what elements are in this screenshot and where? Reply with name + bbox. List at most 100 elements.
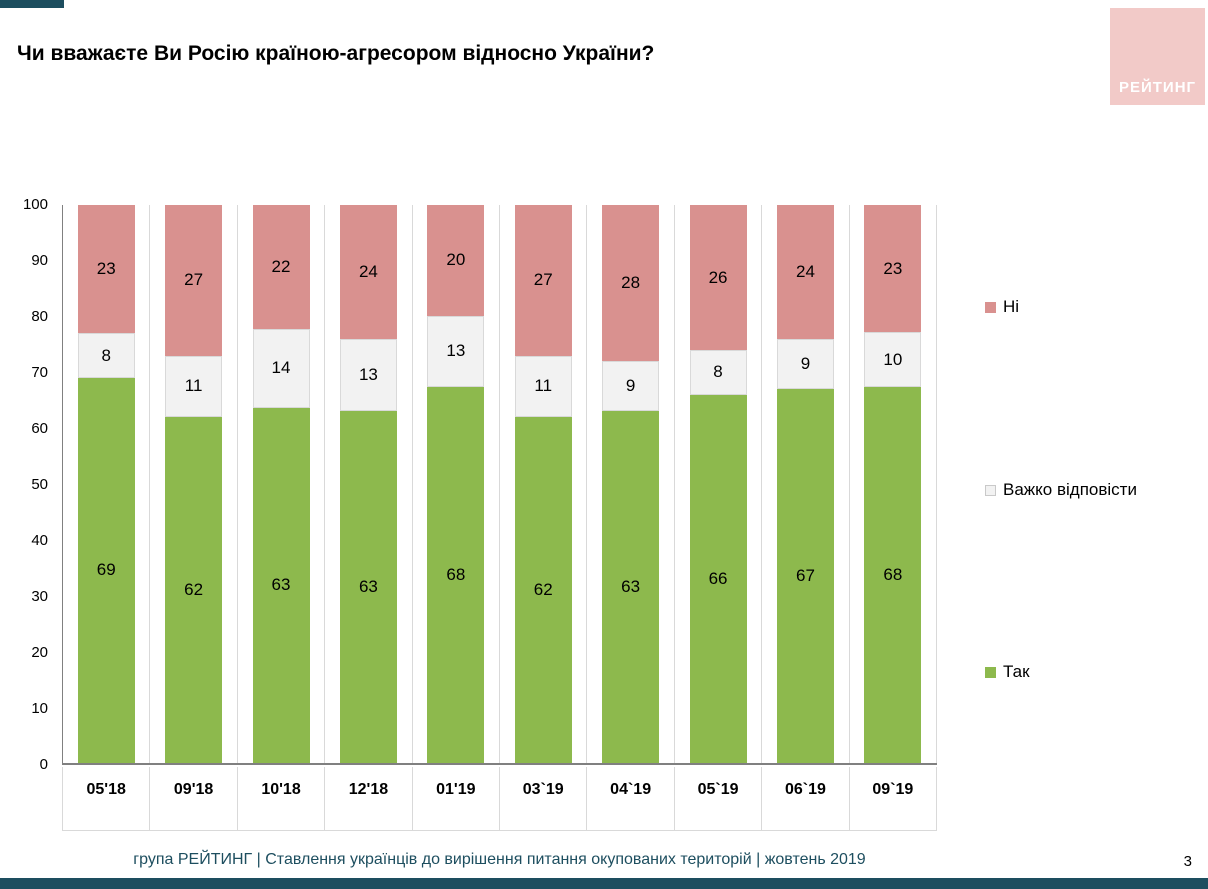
segment-value-label: 63 [621, 577, 641, 597]
segment-value-label: 67 [795, 566, 815, 586]
legend: Ні Важко відповісти Так [985, 205, 1205, 765]
y-tick-label: 30 [31, 588, 48, 605]
x-axis-label: 05`19 [675, 767, 763, 830]
bar-column: 67 9 24 [762, 205, 850, 763]
segment-neutral: 8 [689, 350, 747, 395]
segment-ni: 26 [689, 205, 747, 351]
segment-ni: 20 [427, 205, 485, 316]
bottom-accent-bar [0, 878, 1208, 889]
x-axis-label: 09`19 [850, 767, 938, 830]
segment-ni: 23 [77, 205, 135, 334]
segment-value-label: 13 [358, 365, 378, 385]
bar-column: 68 10 23 [850, 205, 938, 763]
segment-neutral: 9 [776, 338, 834, 390]
segment-neutral: 8 [77, 333, 135, 378]
page-title: Чи вважаєте Ви Росію країною-агресором в… [17, 42, 655, 65]
bar-column: 62 11 27 [150, 205, 238, 763]
segment-tak: 62 [165, 417, 223, 763]
y-tick-label: 90 [31, 252, 48, 269]
stacked-bar: 67 9 24 [776, 205, 834, 763]
bar-column: 63 13 24 [325, 205, 413, 763]
legend-label-tak: Так [1003, 662, 1030, 681]
segment-value-label: 63 [271, 575, 291, 595]
segment-value-label: 20 [446, 250, 466, 270]
y-tick-label: 10 [31, 700, 48, 717]
segment-ni: 23 [864, 205, 922, 333]
segment-neutral: 13 [339, 338, 397, 412]
y-tick-label: 80 [31, 308, 48, 325]
segment-value-label: 68 [446, 565, 466, 585]
segment-value-label: 68 [883, 565, 903, 585]
x-axis-label: 06`19 [762, 767, 850, 830]
segment-ni: 24 [776, 205, 834, 339]
stacked-bar: 66 8 26 [689, 205, 747, 763]
segment-value-label: 66 [708, 568, 728, 588]
segment-ni: 22 [252, 205, 310, 330]
rating-group-logo: РЕЙТИНГ [1110, 8, 1205, 105]
segment-value-label: 11 [534, 376, 553, 396]
segment-tak: 66 [689, 394, 747, 763]
segment-value-label: 28 [621, 273, 641, 293]
x-axis-label: 01'19 [413, 767, 501, 830]
bar-column: 69 8 23 [63, 205, 151, 763]
segment-value-label: 11 [184, 376, 203, 396]
segment-value-label: 9 [625, 376, 636, 396]
segment-tak: 68 [864, 387, 922, 763]
bar-column: 68 13 20 [413, 205, 501, 763]
stacked-bar: 68 10 23 [864, 205, 922, 763]
stacked-bar: 62 11 27 [165, 205, 223, 763]
segment-value-label: 23 [883, 258, 903, 278]
segment-value-label: 63 [358, 577, 378, 597]
legend-swatch-ni [985, 301, 996, 313]
stacked-bar: 63 14 22 [252, 205, 310, 763]
segment-tak: 69 [77, 377, 135, 763]
segment-neutral: 13 [427, 315, 485, 388]
legend-item-tak: Так [985, 662, 1030, 682]
segment-neutral: 9 [602, 361, 660, 412]
segment-value-label: 69 [96, 560, 116, 580]
bar-column: 62 11 27 [500, 205, 588, 763]
y-tick-label: 0 [39, 756, 48, 773]
logo-text: РЕЙТИНГ [1118, 79, 1197, 96]
x-axis-label: 05'18 [63, 767, 151, 830]
x-axis-label: 12'18 [325, 767, 413, 830]
y-tick-label: 60 [31, 420, 48, 437]
x-axis-label: 10'18 [238, 767, 326, 830]
x-axis-label: 03`19 [500, 767, 588, 830]
plot-area: 69 8 23 62 11 27 63 14 22 63 13 24 68 13 20 62 11 27 63 9 28… [62, 205, 938, 765]
y-tick-label: 40 [31, 532, 48, 549]
segment-tak: 68 [427, 387, 485, 763]
legend-swatch-neutral [985, 484, 996, 496]
segment-value-label: 8 [101, 345, 111, 365]
y-tick-label: 50 [31, 476, 48, 493]
legend-swatch-tak [985, 666, 996, 678]
segment-neutral: 10 [864, 332, 922, 388]
legend-item-ni: Ні [985, 297, 1019, 317]
legend-label-ni: Ні [1003, 297, 1020, 316]
footer-caption: група РЕЙТИНГ | Ставлення українців до в… [133, 851, 866, 868]
segment-value-label: 62 [184, 580, 204, 600]
segment-value-label: 27 [533, 270, 553, 290]
bar-column: 63 14 22 [238, 205, 326, 763]
y-axis: 0 10 20 30 40 50 60 70 80 90 100 [0, 196, 54, 773]
bar-column: 66 8 26 [675, 205, 763, 763]
bar-column: 63 9 28 [587, 205, 675, 763]
segment-neutral: 14 [252, 329, 310, 408]
segment-tak: 63 [252, 407, 310, 763]
segment-neutral: 11 [165, 355, 223, 418]
segment-value-label: 10 [883, 349, 903, 369]
x-axis-label: 09'18 [150, 767, 238, 830]
segment-value-label: 23 [96, 259, 116, 279]
segment-tak: 63 [339, 411, 397, 763]
segment-value-label: 26 [708, 267, 728, 287]
segment-value-label: 9 [800, 354, 811, 374]
y-tick-label: 70 [31, 364, 48, 381]
x-axis: 05'18 09'18 10'18 12'18 01'19 03`19 04`19 05`19… [62, 767, 938, 831]
x-axis-label: 04`19 [587, 767, 675, 830]
top-accent-bar [0, 0, 64, 8]
segment-value-label: 13 [446, 341, 466, 361]
segment-value-label: 24 [358, 261, 378, 281]
segment-ni: 24 [339, 205, 397, 339]
stacked-bar: 63 9 28 [602, 205, 660, 763]
